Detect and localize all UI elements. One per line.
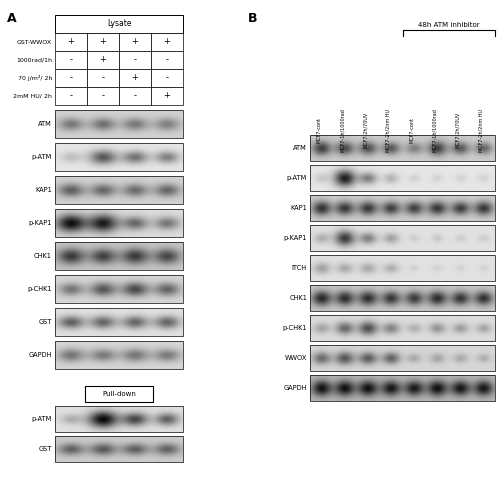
Text: ITCH: ITCH — [292, 265, 307, 271]
Text: p-KAP1: p-KAP1 — [28, 220, 52, 226]
Bar — [310, 285, 495, 311]
Text: ATM: ATM — [38, 121, 52, 127]
Text: +: + — [132, 73, 138, 83]
Bar — [151, 87, 183, 105]
Bar — [310, 135, 495, 161]
Bar — [119, 69, 151, 87]
Text: p-KAP1: p-KAP1 — [284, 235, 307, 241]
Bar — [119, 51, 151, 69]
Bar — [310, 255, 495, 281]
Bar — [119, 87, 151, 105]
Text: MCF7-2h/70UV: MCF7-2h/70UV — [363, 112, 368, 148]
Bar — [55, 436, 183, 462]
Text: GAPDH: GAPDH — [28, 352, 52, 358]
Text: +: + — [164, 91, 170, 100]
Bar — [87, 87, 119, 105]
Text: -: - — [70, 56, 72, 65]
Text: -: - — [70, 91, 72, 100]
Text: MCF7-cont: MCF7-cont — [316, 117, 322, 143]
Text: MCF7-1h/1000rad: MCF7-1h/1000rad — [432, 108, 437, 152]
Text: KAP1: KAP1 — [35, 187, 52, 193]
Text: -: - — [166, 73, 168, 83]
Text: 70 j/m²/ 2h: 70 j/m²/ 2h — [18, 75, 52, 81]
Bar — [310, 345, 495, 371]
Text: MCF7-2h/70UV: MCF7-2h/70UV — [456, 112, 460, 148]
Text: WWOX: WWOX — [284, 355, 307, 361]
Bar — [55, 406, 183, 432]
Bar — [310, 225, 495, 251]
Bar — [55, 69, 87, 87]
Bar — [55, 275, 183, 303]
Bar — [310, 165, 495, 191]
Bar — [55, 110, 183, 138]
Bar — [310, 375, 495, 401]
Bar — [87, 69, 119, 87]
Bar — [55, 51, 87, 69]
Text: p-ATM: p-ATM — [32, 416, 52, 422]
Text: +: + — [100, 56, 106, 65]
Text: +: + — [68, 38, 74, 46]
Bar — [151, 69, 183, 87]
Text: -: - — [134, 91, 136, 100]
Bar — [310, 195, 495, 221]
Text: MCF7-cont: MCF7-cont — [409, 117, 414, 143]
Text: Lysate: Lysate — [107, 19, 131, 28]
Text: 48h ATM inhibitor: 48h ATM inhibitor — [418, 22, 480, 28]
Text: A: A — [7, 12, 16, 25]
Text: 2mM HU/ 2h: 2mM HU/ 2h — [13, 94, 52, 99]
Text: ATM: ATM — [293, 145, 307, 151]
Bar — [87, 33, 119, 51]
Text: -: - — [102, 73, 104, 83]
Bar — [151, 33, 183, 51]
Text: -: - — [134, 56, 136, 65]
Text: GST-WWOX: GST-WWOX — [17, 40, 52, 44]
Bar — [55, 33, 87, 51]
Text: MCF7-2h/2nm HU: MCF7-2h/2nm HU — [478, 109, 484, 152]
Text: +: + — [132, 38, 138, 46]
Bar — [310, 315, 495, 341]
Text: -: - — [70, 73, 72, 83]
Text: p-ATM: p-ATM — [32, 154, 52, 160]
Bar — [119, 33, 151, 51]
Text: +: + — [164, 38, 170, 46]
Text: p-ATM: p-ATM — [287, 175, 307, 181]
Text: 1000rad/1h: 1000rad/1h — [16, 57, 52, 62]
Text: CHK1: CHK1 — [289, 295, 307, 301]
Text: MCF7-1h/1000rad: MCF7-1h/1000rad — [340, 108, 344, 152]
Text: MCF7-2h/2nm HU: MCF7-2h/2nm HU — [386, 109, 391, 152]
Bar — [87, 51, 119, 69]
Bar — [151, 51, 183, 69]
Text: p-CHK1: p-CHK1 — [282, 325, 307, 331]
Text: -: - — [102, 91, 104, 100]
Bar — [55, 15, 183, 33]
Bar — [55, 341, 183, 369]
Text: GST: GST — [38, 319, 52, 325]
Bar — [85, 386, 153, 402]
Bar — [55, 209, 183, 237]
Text: p-CHK1: p-CHK1 — [28, 286, 52, 292]
Bar — [55, 242, 183, 270]
Bar — [55, 143, 183, 171]
Bar — [55, 176, 183, 204]
Text: GST: GST — [38, 446, 52, 452]
Text: GAPDH: GAPDH — [284, 385, 307, 391]
Text: KAP1: KAP1 — [290, 205, 307, 211]
Text: +: + — [100, 38, 106, 46]
Text: B: B — [248, 12, 258, 25]
Bar — [55, 308, 183, 336]
Text: -: - — [166, 56, 168, 65]
Text: Pull-down: Pull-down — [102, 391, 136, 397]
Bar — [55, 87, 87, 105]
Text: CHK1: CHK1 — [34, 253, 52, 259]
